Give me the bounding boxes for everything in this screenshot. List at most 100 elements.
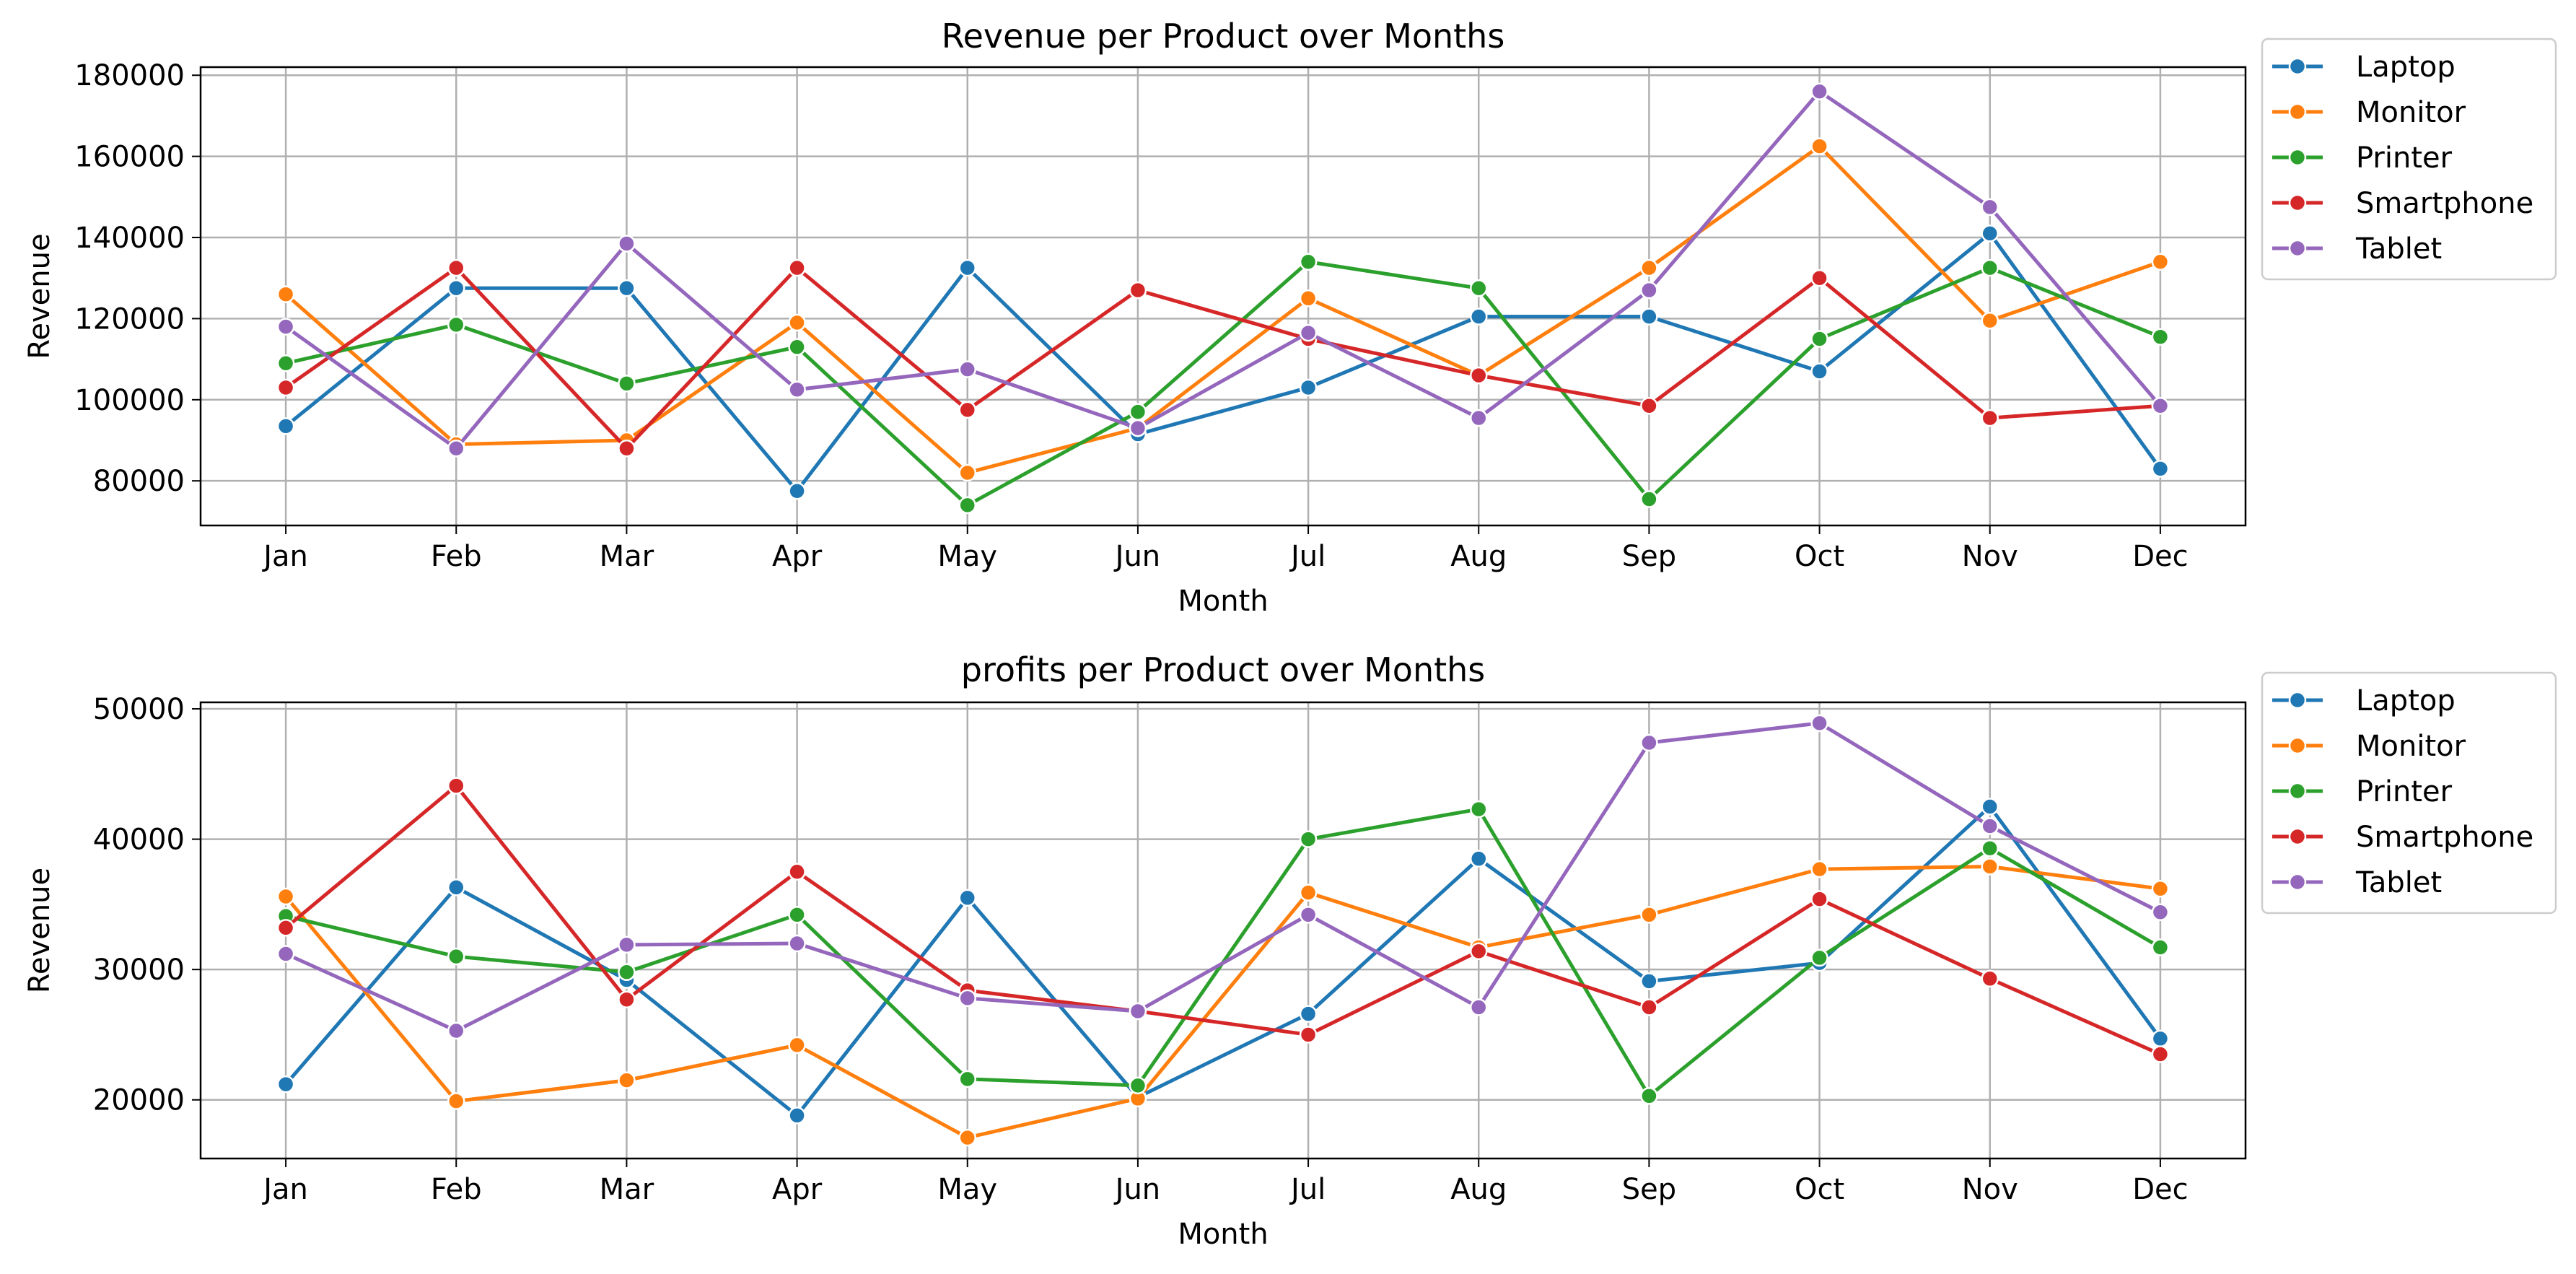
x-tick-label: Jan <box>261 540 308 573</box>
x-tick-label: Dec <box>2132 1173 2188 1206</box>
x-tick-label: Apr <box>772 540 823 573</box>
data-point-printer <box>788 338 806 356</box>
y-axis-ticks: 80000 100000 120000 140000 160000 180000 <box>74 59 201 498</box>
data-point-tablet <box>788 380 806 398</box>
data-point-laptop <box>1981 224 1999 243</box>
data-point-tablet <box>1129 1002 1147 1021</box>
y-tick-label: 50000 <box>93 693 185 726</box>
data-point-laptop <box>1640 307 1658 326</box>
data-point-printer <box>1129 1076 1147 1095</box>
data-point-tablet <box>276 318 295 336</box>
data-point-smartphone <box>1640 396 1658 415</box>
data-point-tablet <box>1981 817 1999 835</box>
legend-label: Tablet <box>2355 866 2442 899</box>
data-point-laptop <box>447 279 465 297</box>
series-line-printer <box>285 807 2162 1098</box>
data-point-smartphone <box>276 378 295 397</box>
legend-label: Smartphone <box>2356 821 2533 854</box>
series-line-monitor <box>284 144 2161 475</box>
data-point-tablet <box>1470 998 1488 1016</box>
legend-swatch-marker <box>2288 873 2307 891</box>
data-point-laptop <box>1470 307 1488 326</box>
data-point-laptop <box>1299 378 1318 397</box>
data-point-printer <box>1981 258 1999 277</box>
y-tick-label: 120000 <box>74 302 185 336</box>
data-point-smartphone <box>618 439 636 458</box>
data-point-smartphone <box>958 401 976 419</box>
x-tick-label: May <box>937 1173 997 1206</box>
data-point-smartphone <box>1470 942 1488 961</box>
x-axis-label: Month <box>1178 1218 1268 1251</box>
data-point-printer <box>447 315 465 334</box>
chart-title: Revenue per Product over Months <box>942 17 1505 56</box>
data-point-printer <box>1299 253 1318 271</box>
data-point-monitor <box>2151 253 2170 271</box>
data-point-smartphone <box>1981 409 1999 427</box>
series-line-tablet <box>284 90 2162 450</box>
x-tick-label: May <box>937 540 997 573</box>
data-point-monitor <box>1981 858 1999 876</box>
x-tick-label: Jun <box>1113 1173 1161 1206</box>
legend-swatch-marker <box>2288 782 2307 800</box>
legend-label: Printer <box>2356 141 2453 175</box>
data-point-smartphone <box>1470 366 1488 385</box>
data-point-printer <box>958 496 976 515</box>
data-point-tablet <box>276 945 295 963</box>
data-point-printer <box>2151 328 2170 346</box>
data-point-tablet <box>618 235 636 253</box>
data-point-tablet <box>618 935 636 954</box>
data-point-smartphone <box>1810 269 1828 287</box>
data-point-tablet <box>1810 82 1828 100</box>
data-point-laptop <box>958 889 976 907</box>
x-tick-label: Mar <box>600 1173 654 1206</box>
data-point-monitor <box>618 1071 636 1089</box>
data-point-tablet <box>447 439 465 458</box>
y-tick-label: 180000 <box>74 59 185 92</box>
series-line-monitor <box>284 865 2161 1140</box>
data-point-smartphone <box>618 990 636 1008</box>
data-point-laptop <box>958 258 976 277</box>
legend-label: Smartphone <box>2356 187 2533 220</box>
data-point-smartphone <box>1299 1026 1318 1044</box>
legend-label: Monitor <box>2356 730 2466 763</box>
series-group <box>276 714 2170 1147</box>
data-point-laptop <box>447 878 465 896</box>
legend-swatch-marker <box>2288 193 2307 212</box>
data-point-tablet <box>788 934 806 953</box>
x-tick-label: Feb <box>431 1173 482 1206</box>
data-point-tablet <box>1299 323 1318 342</box>
legend-label: Laptop <box>2356 684 2455 717</box>
legend-swatch-marker <box>2288 827 2307 846</box>
x-tick-label: Aug <box>1450 1173 1507 1206</box>
x-tick-label: Feb <box>431 540 482 573</box>
legend-swatch-marker <box>2288 148 2307 167</box>
legend-swatch-marker <box>2288 239 2307 258</box>
data-point-laptop <box>788 1107 806 1125</box>
y-axis-label: Revenue <box>23 868 56 993</box>
data-point-printer <box>1640 490 1658 508</box>
data-point-laptop <box>1981 798 1999 816</box>
x-tick-label: Jul <box>1289 540 1326 573</box>
data-point-monitor <box>1299 289 1318 307</box>
data-point-tablet <box>1299 906 1318 924</box>
y-tick-label: 100000 <box>74 384 185 417</box>
legend-label: Tablet <box>2355 232 2442 266</box>
x-tick-label: Jul <box>1289 1173 1326 1206</box>
data-point-smartphone <box>447 777 465 795</box>
y-tick-label: 140000 <box>74 222 185 255</box>
x-tick-label: Sep <box>1622 1173 1676 1206</box>
data-point-monitor <box>1981 311 1999 330</box>
x-tick-label: Nov <box>1962 1173 2018 1206</box>
legend-label: Laptop <box>2356 51 2455 84</box>
data-point-smartphone <box>1129 281 1147 300</box>
data-point-monitor <box>788 313 806 332</box>
data-point-laptop <box>1810 362 1828 380</box>
data-point-monitor <box>1810 860 1828 878</box>
x-tick-label: Nov <box>1962 540 2018 573</box>
data-point-monitor <box>1640 906 1658 924</box>
x-tick-label: Apr <box>772 1173 823 1206</box>
data-point-tablet <box>1810 714 1828 733</box>
data-point-tablet <box>1129 419 1147 437</box>
data-point-tablet <box>2151 903 2170 921</box>
x-tick-label: Dec <box>2132 540 2188 573</box>
